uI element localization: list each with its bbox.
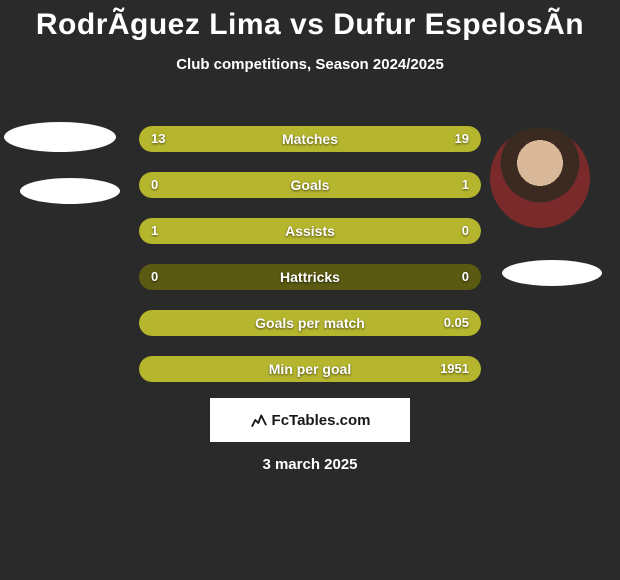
stat-bar-value-right: 0.05 xyxy=(444,310,469,336)
stats-bars-container: Matches1319Goals01Assists10Hattricks00Go… xyxy=(139,126,481,402)
fctables-logo-icon xyxy=(250,411,268,429)
stat-bar-label: Goals per match xyxy=(139,310,481,336)
footer-brand-text: FcTables.com xyxy=(272,412,371,429)
footer-brand-box: FcTables.com xyxy=(210,398,410,442)
stat-bar-label: Goals xyxy=(139,172,481,198)
stat-bar-label: Hattricks xyxy=(139,264,481,290)
stat-bar-value-left: 1 xyxy=(151,218,158,244)
page-title: RodrÃ­guez Lima vs Dufur EspelosÃ­n xyxy=(0,0,620,42)
stat-bar-row: Goals0 1 xyxy=(139,172,481,198)
player-left-avatar-placeholder-2 xyxy=(20,178,120,204)
stat-bar-value-left: 0 xyxy=(151,172,158,198)
stat-bar-label: Matches xyxy=(139,126,481,152)
player-left-avatar-placeholder-1 xyxy=(4,122,116,152)
stat-bar-value-right: 19 xyxy=(455,126,469,152)
subtitle: Club competitions, Season 2024/2025 xyxy=(0,56,620,73)
stat-bar-row: Matches13 19 xyxy=(139,126,481,152)
stat-bar-label: Assists xyxy=(139,218,481,244)
stat-bar-value-left: 13 xyxy=(151,126,165,152)
date-text: 3 march 2025 xyxy=(0,456,620,473)
stat-bar-value-right: 1951 xyxy=(440,356,469,382)
player-right-name-placeholder xyxy=(502,260,602,286)
stat-bar-value-right: 0 xyxy=(462,264,469,290)
stat-bar-row: Goals per match0.05 xyxy=(139,310,481,336)
stat-bar-value-right: 0 xyxy=(462,218,469,244)
stat-bar-row: Min per goal1951 xyxy=(139,356,481,382)
stat-bar-row: Assists1 0 xyxy=(139,218,481,244)
stat-bar-value-left: 0 xyxy=(151,264,158,290)
player-right-avatar xyxy=(490,128,590,228)
stat-bar-value-right: 1 xyxy=(462,172,469,198)
stat-bar-label: Min per goal xyxy=(139,356,481,382)
stat-bar-row: Hattricks0 0 xyxy=(139,264,481,290)
